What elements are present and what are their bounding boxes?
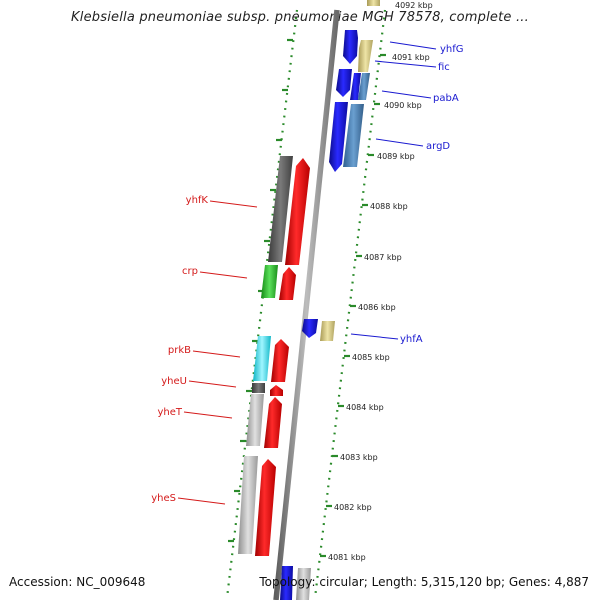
gene-label-prkB[interactable]: prkB xyxy=(168,345,191,356)
map-title: Klebsiella pneumoniae subsp. pneumoniae … xyxy=(71,10,529,25)
gene-label-argD[interactable]: argD xyxy=(426,141,450,152)
gene-prkB-a[interactable] xyxy=(253,336,271,381)
gene-bottom-a xyxy=(280,566,293,600)
gene-argD-b[interactable] xyxy=(343,104,364,167)
gene-label-yheU[interactable]: yheU xyxy=(161,376,187,387)
gene-label-yheS[interactable]: yheS xyxy=(151,493,176,504)
gene-pabA-c[interactable] xyxy=(358,73,370,100)
forward-strand-genes xyxy=(280,0,380,600)
kbp-label: 4092 kbp xyxy=(395,1,433,10)
gene-label-yhfA[interactable]: yhfA xyxy=(400,334,423,345)
kbp-label: 4082 kbp xyxy=(334,503,372,512)
gene-yhfA-a[interactable] xyxy=(302,319,318,338)
gene-yhfK-b[interactable] xyxy=(285,158,310,265)
gene-yhfG[interactable] xyxy=(343,30,358,64)
gene-label-yheT[interactable]: yheT xyxy=(157,407,182,418)
kbp-label: 4081 kbp xyxy=(328,553,366,562)
gene-yheU-b[interactable] xyxy=(270,385,283,396)
forward-gene-labels: yhfG fic pabA argD yhfA xyxy=(400,44,464,345)
kbp-label: 4085 kbp xyxy=(352,353,390,362)
gene-pabA-a[interactable] xyxy=(336,69,352,97)
forward-leader-lines xyxy=(350,41,437,340)
kbp-label: 4091 kbp xyxy=(392,53,430,62)
gene-bottom-b xyxy=(296,568,311,600)
reverse-leader-lines xyxy=(177,200,258,505)
gene-yheS-a[interactable] xyxy=(238,456,258,554)
gene-yheU-a[interactable] xyxy=(252,383,265,393)
kbp-label: 4084 kbp xyxy=(346,403,384,412)
gene-yheT-b[interactable] xyxy=(264,397,282,448)
left-rail-ticks xyxy=(228,38,293,543)
gene-tiny-top xyxy=(367,0,380,6)
accession-text: Accession: NC_009648 xyxy=(9,575,146,589)
gene-label-yhfK[interactable]: yhfK xyxy=(186,195,209,206)
reverse-strand-genes xyxy=(238,156,310,556)
reverse-gene-labels: yhfK crp prkB yheU yheT yheS xyxy=(151,195,208,504)
kbp-label: 4088 kbp xyxy=(370,202,408,211)
gene-yhfK-a[interactable] xyxy=(268,156,293,262)
kbp-label: 4089 kbp xyxy=(377,152,415,161)
right-rail-ticks xyxy=(320,53,386,558)
topology-text: Topology: circular; Length: 5,315,120 bp… xyxy=(259,575,589,589)
gene-yhfA-b[interactable] xyxy=(320,321,335,341)
gene-prkB-b[interactable] xyxy=(271,339,289,382)
gene-label-yhfG[interactable]: yhfG xyxy=(440,44,464,55)
gene-pabA-b[interactable] xyxy=(350,73,361,100)
gene-yheT-a[interactable] xyxy=(246,394,264,446)
kbp-label: 4090 kbp xyxy=(384,101,422,110)
kbp-labels: 4092 kbp 4091 kbp 4090 kbp 4089 kbp 4088… xyxy=(328,1,433,562)
gene-crp-b[interactable] xyxy=(279,267,296,300)
gene-label-pabA[interactable]: pabA xyxy=(433,93,459,104)
gene-argD-a[interactable] xyxy=(329,102,348,172)
gene-yheS-b[interactable] xyxy=(255,459,276,556)
kbp-label: 4087 kbp xyxy=(364,253,402,262)
gene-fic[interactable] xyxy=(358,40,373,72)
genome-backbone xyxy=(273,9,340,600)
gene-label-crp[interactable]: crp xyxy=(182,266,198,277)
gene-crp-a[interactable] xyxy=(261,265,278,298)
kbp-label: 4083 kbp xyxy=(340,453,378,462)
gene-label-fic[interactable]: fic xyxy=(438,62,450,73)
kbp-label: 4086 kbp xyxy=(358,303,396,312)
